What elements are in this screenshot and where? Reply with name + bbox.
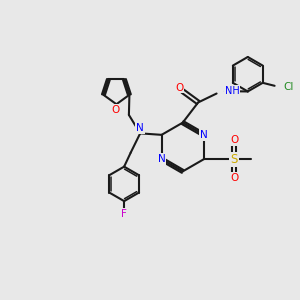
Text: F: F <box>121 209 127 219</box>
Text: S: S <box>230 153 238 166</box>
Text: O: O <box>175 82 183 93</box>
Text: O: O <box>112 105 120 115</box>
Text: N: N <box>200 130 208 140</box>
Text: Cl: Cl <box>284 82 294 92</box>
Text: N: N <box>158 154 166 164</box>
Text: NH: NH <box>225 86 240 96</box>
Text: N: N <box>136 123 144 133</box>
Text: O: O <box>230 135 238 145</box>
Text: O: O <box>230 173 238 183</box>
